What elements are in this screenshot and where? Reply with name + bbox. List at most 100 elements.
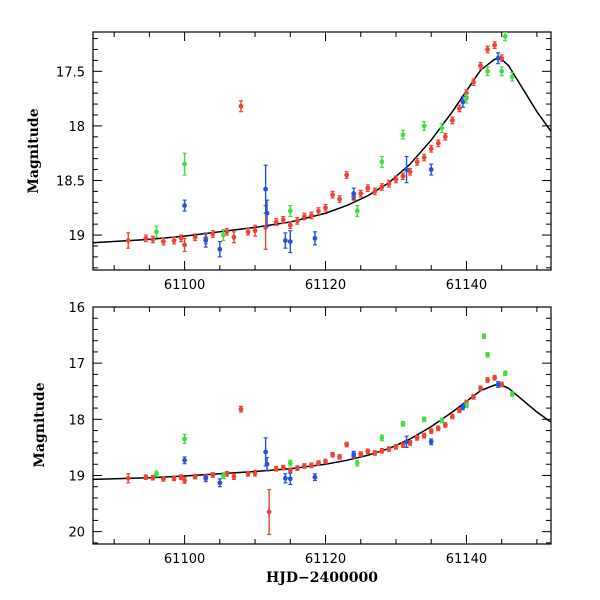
blue-data-point [428, 167, 434, 172]
blue-data-point [287, 476, 293, 482]
red-data-point [210, 231, 216, 237]
red-data-point [414, 435, 420, 441]
red-data-point [125, 238, 131, 243]
blue-data-point [217, 480, 223, 486]
red-data-point [457, 407, 462, 413]
red-data-point [358, 451, 364, 457]
red-data-point [449, 118, 455, 123]
x-axis-label: HJD−2400000 [266, 570, 378, 586]
y-tick-label: 19 [68, 469, 85, 484]
red-data-point [379, 184, 385, 190]
red-data-point [365, 185, 371, 191]
top-panel: Magnitude 61100 61120 61140 17.5 18 18.5 19 [26, 31, 552, 293]
red-data-point [442, 134, 448, 140]
red-data-point [171, 238, 177, 243]
bottom-panel: Magnitude HJD−2400000 61100 61120 61140 16 1… [32, 301, 552, 586]
green-data-point [400, 421, 406, 427]
blue-data-point [282, 475, 288, 481]
red-data-point [294, 465, 300, 471]
red-data-point [400, 442, 406, 448]
red-data-point [400, 173, 406, 179]
red-data-point [231, 474, 237, 480]
red-data-point [150, 475, 156, 481]
red-data-point [294, 218, 300, 224]
green-data-point [287, 460, 293, 466]
red-data-point [182, 478, 188, 483]
blue-data-point [282, 238, 288, 243]
green-data-point [502, 370, 508, 376]
blue-data-point [264, 210, 270, 216]
y-tick-label: 17.5 [56, 65, 85, 80]
red-data-point [344, 172, 350, 178]
red-data-point [150, 237, 156, 242]
red-data-point [210, 472, 216, 478]
model-curve [93, 384, 551, 481]
green-data-point [499, 68, 505, 74]
red-data-point [143, 474, 149, 480]
x-tick-label: 61120 [305, 278, 346, 293]
red-data-point [231, 234, 237, 240]
red-data-point [280, 465, 286, 471]
red-data-point [273, 466, 279, 472]
red-data-point [485, 47, 490, 52]
red-data-point [386, 181, 392, 187]
red-data-point [485, 377, 490, 383]
red-data-point [386, 446, 392, 452]
red-data-point [393, 176, 399, 182]
blue-data-point [460, 404, 466, 410]
y-tick-label: 19 [68, 229, 85, 244]
green-data-point [220, 473, 226, 478]
red-data-point [421, 433, 427, 439]
red-data-point [492, 375, 498, 381]
blue-data-point [182, 203, 188, 208]
blue-data-point [404, 439, 409, 445]
red-data-point [252, 470, 258, 476]
red-data-point [330, 192, 335, 198]
red-data-point [358, 191, 364, 196]
green-data-point [154, 471, 159, 477]
red-data-point [323, 459, 328, 464]
green-data-point [220, 232, 226, 238]
green-data-point [287, 208, 293, 214]
blue-data-point [495, 55, 501, 61]
red-data-point [178, 474, 184, 480]
red-data-point [365, 448, 371, 454]
plot-frame [92, 306, 552, 545]
blue-data-point [263, 186, 269, 192]
y-axis-label: Magnitude [26, 108, 42, 193]
red-data-point [301, 214, 307, 219]
red-data-point [316, 208, 321, 214]
green-data-point [481, 333, 487, 339]
red-data-point [309, 213, 314, 218]
red-data-point [478, 63, 483, 69]
green-data-point [154, 229, 159, 235]
red-data-point [407, 169, 413, 175]
red-data-point [287, 222, 293, 228]
blue-data-point [312, 474, 318, 480]
red-data-point [428, 428, 434, 434]
red-data-point [238, 406, 244, 412]
green-data-point [400, 132, 406, 138]
red-data-point [287, 468, 293, 473]
red-data-point [393, 444, 399, 450]
red-data-point [379, 448, 385, 454]
red-data-point [316, 460, 321, 466]
red-data-point [280, 217, 286, 223]
green-data-point [379, 159, 385, 165]
red-data-point [428, 146, 434, 152]
y-tick-label: 20 [68, 526, 85, 541]
red-data-point [161, 239, 166, 245]
red-data-point [478, 386, 483, 391]
red-data-point [178, 235, 184, 241]
green-data-point [509, 74, 515, 80]
red-data-point [435, 140, 441, 146]
blue-data-point [428, 439, 434, 445]
green-data-point [464, 96, 469, 101]
blue-data-point [460, 99, 466, 105]
red-data-point [323, 205, 328, 211]
green-data-point [182, 436, 188, 442]
blue-data-point [217, 246, 223, 252]
x-tick-label: 61120 [305, 552, 346, 567]
green-data-point [509, 391, 515, 397]
